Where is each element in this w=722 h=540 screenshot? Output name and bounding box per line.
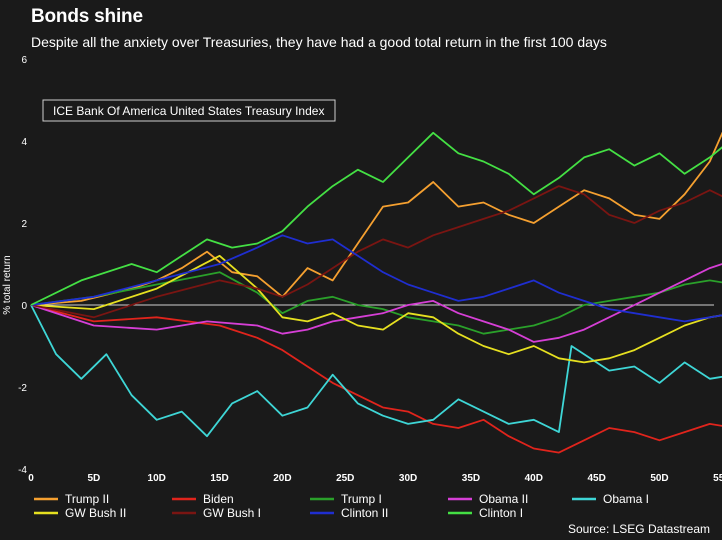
y-tick-label: -4	[18, 465, 27, 476]
annotation-text: ICE Bank Of America United States Treasu…	[53, 104, 324, 118]
legend-label-gw-bush-ii: GW Bush II	[65, 506, 126, 520]
series-line-gw-bush-ii	[30, 254, 722, 364]
legend-label-trump-ii: Trump II	[65, 492, 109, 506]
x-axis: 05D10D15D20D25D30D35D40D45D50D55D60D65D7…	[28, 473, 722, 484]
x-tick-label: 55D	[713, 473, 722, 484]
x-tick-label: 45D	[587, 473, 605, 484]
legend-label-obama-i: Obama I	[603, 492, 649, 506]
legend-label-gw-bush-i: GW Bush I	[203, 506, 261, 520]
series-line-clinton-ii	[30, 234, 722, 323]
y-tick-label: 4	[21, 137, 27, 148]
y-axis-label: % total return	[2, 255, 13, 314]
annotation-box: ICE Bank Of America United States Treasu…	[42, 99, 336, 122]
x-tick-label: 0	[28, 473, 34, 484]
chart-subtitle: Despite all the anxiety over Treasuries,…	[31, 34, 607, 50]
series-line-obama-i	[30, 304, 722, 438]
y-tick-label: -2	[18, 383, 27, 394]
chart-title: Bonds shine	[31, 6, 143, 27]
legend-label-biden: Biden	[203, 492, 234, 506]
x-tick-label: 15D	[210, 473, 228, 484]
series-line-biden	[30, 304, 722, 454]
series-line-obama-ii	[30, 263, 722, 343]
legend-label-clinton-i: Clinton I	[479, 506, 523, 520]
series-lines	[30, 131, 722, 454]
x-tick-label: 5D	[87, 473, 100, 484]
legend: Trump II Biden Trump I Obama II Obama I GW Bu…	[34, 492, 649, 520]
series-line-gw-bush-i	[30, 185, 722, 319]
series-line-clinton-i	[30, 131, 722, 306]
legend-label-obama-ii: Obama II	[479, 492, 528, 506]
x-tick-label: 25D	[336, 473, 354, 484]
series-line-trump-i	[30, 271, 722, 335]
x-tick-label: 35D	[462, 473, 480, 484]
y-tick-label: 0	[21, 301, 27, 312]
source-note: Source: LSEG Datastream	[567, 522, 710, 536]
x-tick-label: 40D	[525, 473, 543, 484]
x-tick-label: 50D	[650, 473, 668, 484]
x-tick-label: 20D	[273, 473, 291, 484]
x-tick-label: 10D	[148, 473, 166, 484]
legend-label-trump-i: Trump I	[341, 492, 382, 506]
y-tick-label: 6	[21, 55, 27, 66]
legend-label-clinton-ii: Clinton II	[341, 506, 388, 520]
y-axis: -4 -2 0 2 4 6	[18, 55, 27, 476]
series-line-trump-ii	[30, 131, 722, 306]
x-tick-label: 30D	[399, 473, 417, 484]
y-tick-label: 2	[21, 219, 27, 230]
